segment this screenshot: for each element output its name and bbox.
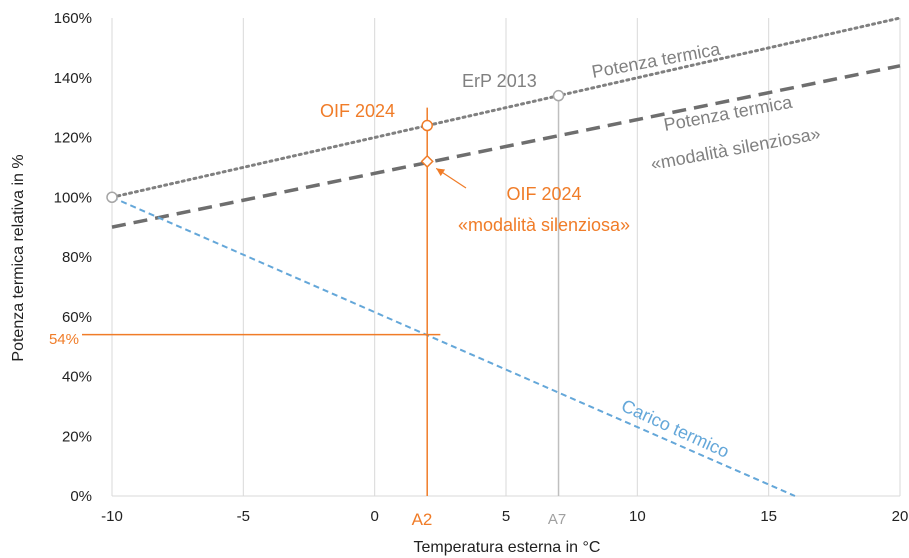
series-layer [110,16,902,497]
annotation-arrowhead [436,168,446,177]
point-marker-1 [106,191,118,203]
y-tick-label: 120% [54,130,92,147]
label-potenza-silenziosa-line1: Potenza termica [662,92,795,135]
point-marker-2 [421,119,433,132]
tick-labels: -10 -5 0 5 10 15 20 0% 20% 40% 60% 80% 100% 120% 140% 1… [54,10,909,525]
grid [111,18,901,497]
annotations: Temperatura esterna in °C Potenza termic… [10,39,822,556]
y-tick-label: 20% [62,428,92,445]
label-oif-2024-silenziosa-line1: OIF 2024 [506,184,581,204]
y-tick-label: 100% [54,189,92,206]
x-tick-label: 15 [760,508,777,525]
markers [106,89,565,203]
y-tick-label: 40% [62,369,92,386]
label-oif-2024: OIF 2024 [320,101,395,121]
y-tick-label: 160% [54,10,92,27]
label-potenza-termica: Potenza termica [590,39,723,82]
reference-lines [82,95,560,496]
axis-title-y: Potenza termica relativa in % [10,154,27,361]
point-marker-3 [420,154,434,168]
label-54-percent: 54% [49,331,79,348]
label-a2: A2 [412,510,433,529]
series-line-1 [111,64,901,229]
label-a7: A7 [548,511,566,528]
x-tick-label: 0 [370,508,378,525]
label-oif-2024-silenziosa-line2: «modalità silenziosa» [458,215,630,235]
label-erp-2013: ErP 2013 [462,71,537,91]
series-line-0 [110,16,902,199]
axis-title-x: Temperatura esterna in °C [414,539,601,556]
point-marker-0 [552,89,565,102]
y-tick-label: 0% [70,488,92,505]
y-tick-label: 60% [62,309,92,326]
x-tick-label: 20 [892,508,909,525]
series-line-2 [111,196,796,497]
label-carico-termico: Carico termico [618,395,732,461]
y-tick-label: 80% [62,249,92,266]
y-tick-label: 140% [54,70,92,87]
x-tick-label: -10 [101,508,123,525]
x-tick-label: 5 [502,508,510,525]
x-tick-label: 10 [629,508,646,525]
x-tick-label: -5 [237,508,250,525]
